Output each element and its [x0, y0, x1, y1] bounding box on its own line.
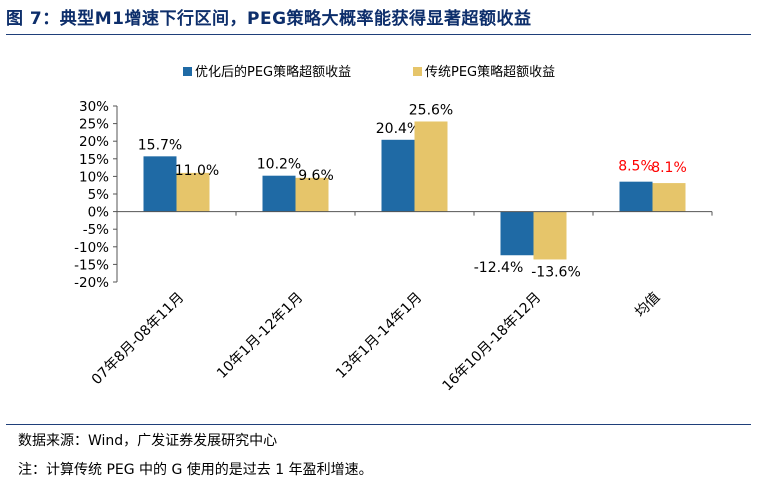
x-tick-label: 均值 — [632, 290, 663, 321]
y-tick-label: -10% — [74, 240, 109, 256]
data-label-series1-2: 10.2% — [257, 157, 301, 173]
data-label-series1-3: 20.4% — [376, 121, 420, 137]
x-tick-label: 10年1月-12年1月 — [214, 290, 306, 382]
x-tick-label: 16年10月-18年12月 — [439, 290, 544, 395]
data-label-series1-5: 8.5% — [618, 159, 654, 175]
bar-series1-3 — [381, 139, 415, 212]
data-label-series1-1: 15.7% — [138, 137, 182, 153]
bars-group: 15.7% 11.0% 10.2%9.6% 20.4% 25.6% -12.4% -13.6… — [138, 102, 687, 280]
legend-label-1: 优化后的PEG策略超额收益 — [195, 64, 351, 80]
bar-series2-4 — [533, 211, 567, 260]
legend-swatch-2 — [413, 67, 422, 76]
bar-series2-2 — [295, 177, 329, 212]
bar-series1-4 — [500, 211, 534, 256]
x-tick-label: 07年8月-08年11月 — [89, 290, 188, 389]
x-tick-label: 13年1月-14年1月 — [333, 290, 425, 382]
bar-series1-5 — [619, 181, 653, 212]
y-tick-label: -20% — [74, 275, 109, 291]
y-tick-label: 15% — [79, 152, 109, 168]
x-axis: 07年8月-08年11月 10年1月-12年1月 13年1月-14年1月 16年10月… — [89, 211, 713, 395]
bar-chart: 优化后的PEG策略超额收益 传统PEG策略超额收益 30% 25%20% 15%10%… — [74, 64, 713, 395]
y-axis: 30% 25%20% 15%10% 5% 0%-5% -10%-15% -20% — [74, 99, 118, 291]
bar-series2-1 — [176, 172, 210, 212]
y-tick-label: -5% — [83, 222, 109, 238]
data-label-series2-1: 11.0% — [175, 163, 219, 179]
legend-label-2: 传统PEG策略超额收益 — [425, 64, 555, 80]
bar-series1-1 — [143, 156, 177, 212]
y-tick-label: 20% — [79, 134, 109, 150]
data-label-series2-4: -13.6% — [531, 264, 581, 280]
y-tick-label: 0% — [88, 205, 110, 221]
bar-series2-3 — [414, 121, 448, 212]
data-label-series2-5: 8.1% — [651, 160, 687, 176]
chart-legend: 优化后的PEG策略超额收益 传统PEG策略超额收益 — [183, 64, 555, 80]
footnote: 注：计算传统 PEG 中的 G 使用的是过去 1 年盈利增速。 — [18, 462, 373, 478]
y-tick-label: 5% — [88, 187, 110, 203]
source-note: 数据来源：Wind，广发证券发展研究中心 — [18, 433, 278, 449]
data-label-series2-3: 25.6% — [409, 102, 453, 118]
footer-rule — [6, 424, 751, 425]
title-rule — [6, 34, 751, 35]
bar-series2-5 — [652, 183, 686, 212]
y-tick-label: 30% — [79, 99, 109, 115]
data-label-series1-4: -12.4% — [474, 260, 524, 276]
y-tick-label: 25% — [79, 117, 109, 133]
data-label-series2-2: 9.6% — [298, 168, 334, 184]
y-tick-label: 10% — [79, 169, 109, 185]
legend-swatch-1 — [183, 67, 192, 76]
figure-title: 图 7：典型M1增速下行区间，PEG策略大概率能获得显著超额收益 — [6, 9, 532, 29]
bar-series1-2 — [262, 175, 296, 212]
y-tick-label: -15% — [74, 257, 109, 273]
